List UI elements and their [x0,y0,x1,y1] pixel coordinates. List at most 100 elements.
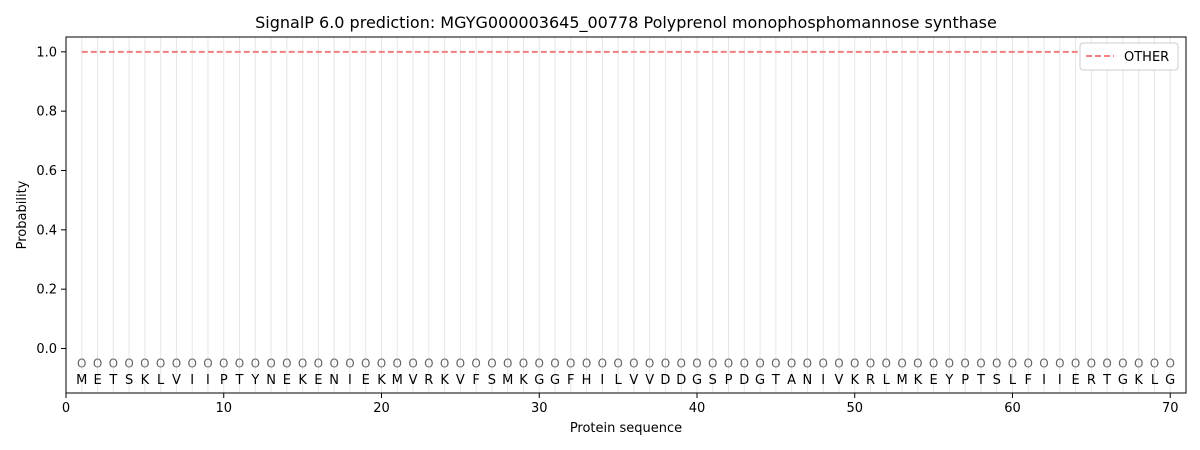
residue-label: S [488,373,496,388]
state-marker: O [266,356,275,370]
state-marker: O [235,356,244,370]
x-tick-label: 30 [531,401,548,416]
residue-label: M [392,373,403,388]
x-tick-label: 50 [846,401,863,416]
residue-label: F [472,373,479,388]
state-marker: O [692,356,701,370]
residue-label: I [600,373,604,388]
y-tick-label: 0.2 [36,283,57,298]
state-marker: O [1071,356,1080,370]
state-marker: O [503,356,512,370]
residue-label: R [1087,373,1096,388]
residue-label: V [645,373,654,388]
state-marker: O [945,356,954,370]
residue-label: T [108,373,117,388]
residue-label: I [206,373,210,388]
state-marker: O [1165,356,1174,370]
residue-label: F [1025,373,1032,388]
state-marker: O [787,356,796,370]
residue-label: L [1009,373,1017,388]
state-marker: O [345,356,354,370]
state-marker: O [519,356,528,370]
residue-gridlines [81,37,1171,393]
state-marker: O [834,356,843,370]
residue-label: R [424,373,433,388]
state-marker: O [329,356,338,370]
residue-label: V [409,373,418,388]
state-marker: O [598,356,607,370]
residue-label: E [1071,373,1079,388]
chart-title: SignalP 6.0 prediction: MGYG000003645_00… [255,13,997,33]
state-marker: O [172,356,181,370]
residue-label: G [1165,373,1175,388]
residue-label: A [787,373,796,388]
residue-label: E [314,373,322,388]
residue-label: K [440,373,449,388]
state-marker: O [424,356,433,370]
residue-label: E [93,373,101,388]
residue-label: I [190,373,194,388]
y-tick-label: 0.6 [36,164,57,179]
state-marker: O [1087,356,1096,370]
residue-label: K [377,373,386,388]
state-marker: O [156,356,165,370]
residue-label: R [866,373,875,388]
state-marker: O [77,356,86,370]
x-axis-ticks: 0 10 20 30 40 50 60 70 [62,393,1179,416]
residue-label: K [298,373,307,388]
residue-label: E [283,373,291,388]
residue-label: E [929,373,937,388]
state-marker: O [282,356,291,370]
state-marker: O [850,356,859,370]
residue-label: D [676,373,686,388]
state-marker: O [393,356,402,370]
residue-label: M [896,373,907,388]
residue-label: L [614,373,622,388]
state-marker: O [740,356,749,370]
y-axis-label: Probability [15,180,30,249]
residue-label: K [1134,373,1143,388]
y-tick-label: 1.0 [36,45,57,60]
x-tick-label: 70 [1162,401,1179,416]
residue-label: M [76,373,87,388]
residue-label: L [883,373,891,388]
residue-label: D [739,373,749,388]
residue-label: L [157,373,165,388]
residue-label: G [755,373,765,388]
state-marker: O [314,356,323,370]
residue-label: N [329,373,339,388]
state-marker: O [1150,356,1159,370]
residue-label: S [993,373,1001,388]
state-marker: O [535,356,544,370]
residue-label: S [125,373,133,388]
x-tick-label: 60 [1004,401,1021,416]
state-marker: O [755,356,764,370]
state-marker: O [1102,356,1111,370]
residue-label: P [961,373,969,388]
residue-label: D [660,373,670,388]
residue-label: G [550,373,560,388]
legend: OTHER [1079,42,1179,71]
residue-label: F [567,373,574,388]
residue-label: G [1118,373,1128,388]
residue-label: G [534,373,544,388]
residue-label: K [914,373,923,388]
state-marker: O [818,356,827,370]
residue-label: H [582,373,592,388]
state-marker: O [440,356,449,370]
state-marker: O [251,356,260,370]
residue-label: I [1058,373,1062,388]
state-marker: O [1118,356,1127,370]
legend-box [1079,42,1179,71]
state-marker: O [645,356,654,370]
y-tick-label: 0.8 [36,105,57,120]
state-marker: O [1055,356,1064,370]
state-marker: O [456,356,465,370]
state-marker: O [582,356,591,370]
state-marker: O [203,356,212,370]
y-tick-label: 0.0 [36,342,57,357]
state-marker: O [187,356,196,370]
residue-label: I [1042,373,1046,388]
